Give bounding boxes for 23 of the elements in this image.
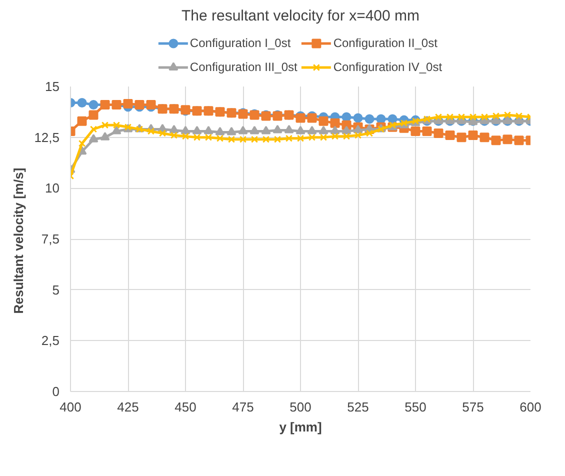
y-tick-label: 15 — [45, 79, 60, 94]
chart-title: The resultant velocity for x=400 mm — [181, 8, 420, 24]
y-tick-label: 5 — [52, 282, 60, 298]
y-tick-label: 0 — [52, 384, 60, 399]
y-tick-label: 10 — [45, 180, 60, 196]
x-tick-label: 575 — [462, 400, 484, 414]
legend-label: Configuration II_0st — [333, 36, 438, 50]
x-tick-label: 400 — [60, 400, 82, 414]
legend-label: Configuration III_0st — [190, 60, 298, 74]
legend-label: Configuration I_0st — [190, 36, 291, 50]
x-tick-label: 425 — [117, 400, 139, 414]
x-tick-label: 450 — [174, 400, 196, 414]
x-tick-label: 550 — [404, 400, 426, 414]
legend-label: Configuration IV_0st — [333, 60, 442, 74]
x-tick-label: 525 — [347, 400, 369, 414]
x-tick-label: 475 — [232, 400, 254, 414]
x-tick-label: 600 — [520, 400, 542, 414]
y-axis-title: Resultant velocity [m/s] — [11, 168, 26, 314]
x-axis-title: y [mm] — [279, 420, 322, 434]
y-tick-label: 12,5 — [34, 130, 60, 145]
y-tick-label: 2,5 — [41, 333, 60, 348]
y-tick-label: 7,5 — [41, 232, 60, 246]
x-tick-label: 500 — [290, 400, 312, 414]
